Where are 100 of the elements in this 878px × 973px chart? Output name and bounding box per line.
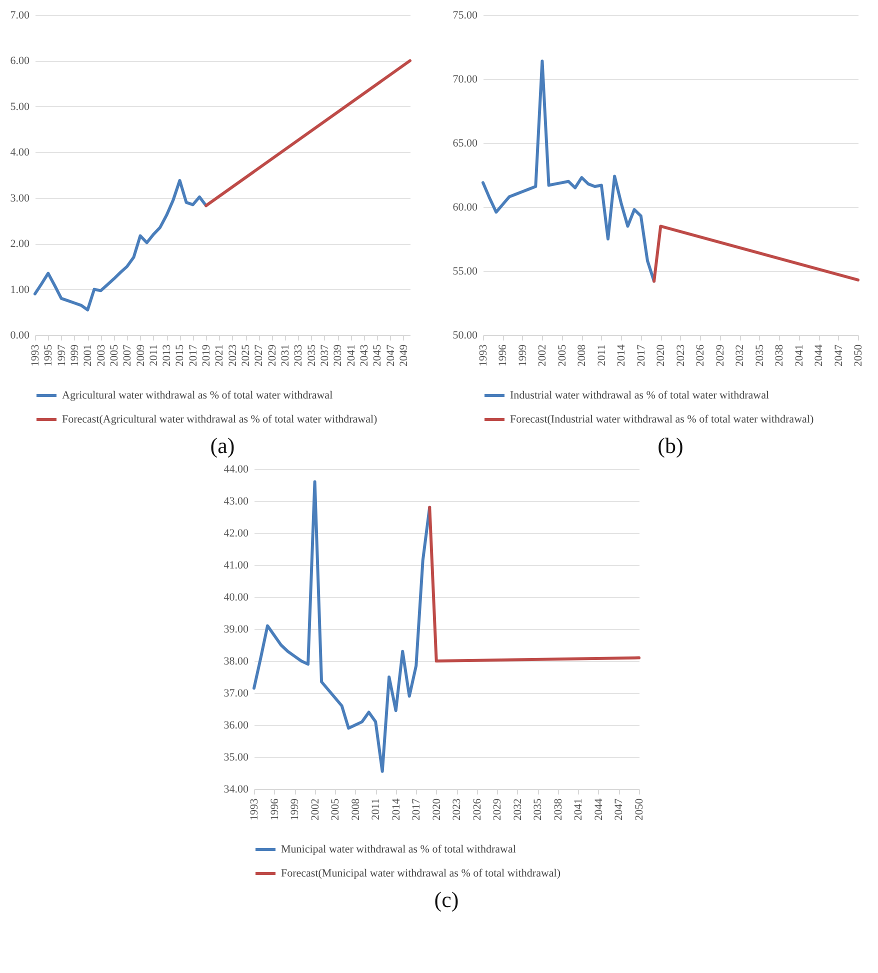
x-tick-label: 2043	[358, 344, 370, 366]
x-tick-label: 2038	[552, 798, 564, 820]
x-tick-label: 2005	[330, 798, 342, 820]
x-tick-label: 2035	[532, 798, 544, 820]
y-tick-label: 4.00	[10, 146, 30, 159]
x-tick-label: 2025	[240, 344, 252, 366]
x-tick-label: 2047	[832, 344, 845, 366]
x-tick-label: 2007	[122, 344, 134, 366]
x-tick-label: 2037	[318, 344, 331, 366]
y-tick-label: 65.00	[452, 138, 478, 150]
y-tick-label: 43.00	[224, 496, 249, 508]
x-tick-label: 2041	[572, 798, 585, 820]
x-tick-label: 2038	[774, 344, 786, 366]
text: (a)	[210, 433, 235, 458]
x-tick-label: 1999	[68, 344, 81, 366]
x-tick-label: 2003	[95, 344, 108, 366]
x-tick-label: 2020	[655, 344, 668, 366]
x-tick-label: 2050	[852, 344, 864, 366]
x-tick-label: 1996	[497, 344, 510, 366]
y-tick-label: 7.00	[10, 10, 30, 22]
y-tick-label: 36.00	[224, 720, 249, 732]
x-tick-label: 2044	[592, 798, 605, 820]
x-tick-label: 2021	[214, 344, 226, 366]
x-tick-label: 2044	[813, 344, 826, 366]
x-tick-label: 2047	[613, 798, 626, 820]
y-tick-label: 2.00	[10, 238, 30, 250]
x-tick-label: 2005	[108, 344, 120, 366]
x-tick-label: 2041	[793, 344, 806, 366]
x-tick-label: 2013	[161, 344, 174, 366]
x-tick-label: 2032	[734, 344, 746, 366]
x-tick-label: 2008	[350, 798, 362, 820]
y-tick-label: 34.00	[224, 784, 249, 796]
x-tick-label: 2035	[306, 344, 318, 366]
y-tick-label: 35.00	[224, 752, 249, 764]
x-tick-label: 1993	[478, 344, 490, 366]
y-tick-label: 55.00	[452, 266, 478, 278]
legend-label: Industrial water withdrawal as % of total water withdrawal	[510, 390, 770, 402]
line-series	[34, 178, 208, 312]
x-tick-label: 2029	[714, 344, 726, 366]
x-tick-label: 2035	[754, 344, 766, 366]
x-tick-label: 1999	[516, 344, 529, 366]
y-tick-label: 39.00	[224, 624, 249, 636]
y-tick-label: 44.00	[224, 464, 249, 476]
x-tick-label: 2014	[616, 344, 628, 366]
legend-label: Forecast(Agricultural water withdrawal as % of total water withdrawal)	[62, 414, 378, 426]
y-tick-label: 50.00	[452, 330, 478, 342]
y-tick-label: 60.00	[452, 202, 478, 214]
legend-label: Forecast(Municipal water withdrawal as % of total withdrawal)	[281, 868, 561, 880]
x-tick-label: 2023	[451, 798, 464, 820]
text: (c)	[434, 887, 459, 912]
x-tick-label: 2002	[536, 344, 549, 366]
x-tick-label: 1993	[30, 344, 42, 366]
y-tick-label: 1.00	[10, 284, 30, 296]
x-tick-label: 2039	[332, 344, 344, 366]
text: (b)	[658, 433, 684, 458]
x-tick-label: 2029	[492, 798, 504, 820]
line-series	[482, 60, 656, 283]
y-tick-label: 6.00	[10, 55, 30, 68]
y-tick-label: 40.00	[224, 592, 249, 604]
x-tick-label: 2047	[384, 344, 397, 366]
x-tick-label: 2026	[694, 344, 707, 366]
y-tick-label: 38.00	[224, 656, 249, 668]
x-tick-label: 1996	[268, 798, 281, 820]
x-tick-label: 2041	[345, 344, 358, 366]
x-tick-label: 2027	[253, 344, 266, 366]
x-tick-label: 2049	[398, 344, 410, 366]
x-tick-label: 1993	[248, 798, 260, 820]
x-tick-label: 2017	[410, 798, 423, 820]
x-tick-label: 2008	[576, 344, 588, 366]
x-tick-label: 2011	[370, 798, 382, 820]
y-tick-label: 75.00	[452, 10, 478, 22]
legend-label: Agricultural water withdrawal as % of total water withdrawal	[62, 390, 333, 402]
x-tick-label: 2015	[174, 344, 186, 366]
x-tick-label: 2011	[148, 344, 160, 366]
legend-label: Municipal water withdrawal as % of total withdrawal	[281, 844, 516, 856]
x-tick-label: 2031	[280, 344, 292, 366]
x-tick-label: 1999	[289, 798, 302, 820]
y-tick-label: 70.00	[452, 74, 478, 86]
x-tick-label: 2014	[390, 798, 402, 820]
x-tick-label: 2019	[200, 344, 213, 366]
y-tick-label: 42.00	[224, 528, 249, 540]
x-tick-label: 2045	[372, 344, 384, 366]
x-tick-label: 2032	[512, 798, 524, 820]
x-tick-label: 2017	[635, 344, 648, 366]
x-tick-label: 2026	[471, 798, 484, 820]
x-tick-label: 2023	[674, 344, 687, 366]
x-tick-label: 2033	[292, 344, 305, 366]
x-tick-label: 2002	[309, 798, 322, 820]
x-tick-label: 2050	[634, 798, 646, 820]
y-tick-label: 3.00	[10, 192, 30, 204]
y-tick-label: 0.00	[10, 330, 30, 342]
x-tick-label: 2011	[596, 344, 608, 366]
x-tick-label: 2020	[430, 798, 443, 820]
x-tick-label: 2005	[556, 344, 568, 366]
x-tick-label: 1997	[56, 344, 68, 366]
line-series	[252, 480, 432, 773]
x-tick-label: 2029	[266, 344, 278, 366]
y-tick-label: 41.00	[224, 560, 249, 572]
x-tick-label: 2001	[82, 344, 94, 366]
y-tick-label: 37.00	[224, 688, 249, 700]
